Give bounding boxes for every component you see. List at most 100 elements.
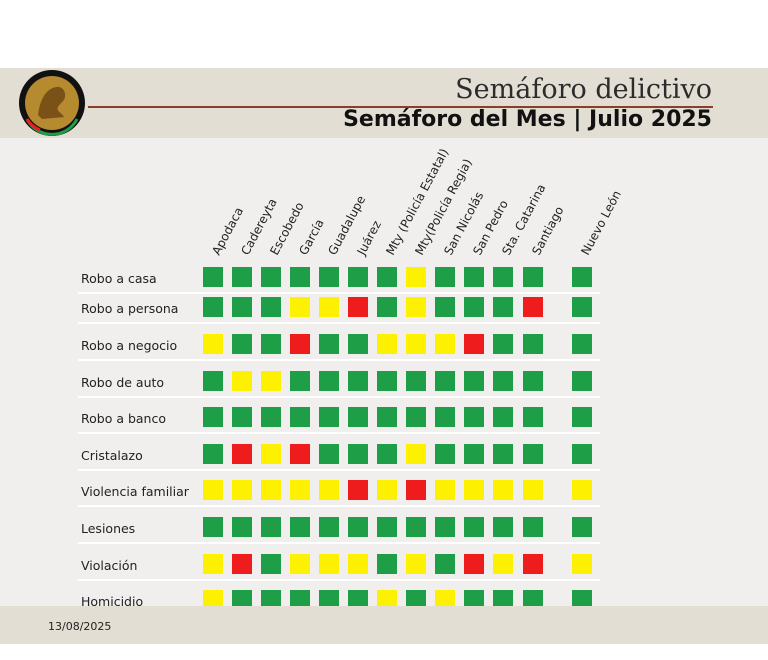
page-subtitle: Semáforo del Mes | Julio 2025 [343,107,712,132]
row-label-robo-a-banco: Robo a banco [81,411,166,426]
semaforo-cell [319,334,339,354]
semaforo-cell [493,590,513,606]
semaforo-cell [232,371,252,391]
semaforo-cell [290,371,310,391]
semaforo-cell [406,334,426,354]
semaforo-cell [261,480,281,500]
semaforo-cell [377,554,397,574]
semaforo-cell [319,297,339,317]
page-title: Semáforo delictivo [455,74,712,105]
semaforo-cell [348,444,368,464]
semaforo-cell [523,480,543,500]
semaforo-cell [348,297,368,317]
semaforo-cell [203,444,223,464]
row-label-robo-a-casa: Robo a casa [81,271,157,286]
semaforo-cell [232,334,252,354]
semaforo-cell [406,480,426,500]
semaforo-cell [261,297,281,317]
semaforo-cell [406,407,426,427]
semaforo-cell [493,334,513,354]
semaforo-cell [523,334,543,354]
semaforo-cell [290,554,310,574]
semaforo-cell [435,407,455,427]
column-label-juarez: Juárez [354,218,384,258]
semaforo-cell [572,267,592,287]
semaforo-cell [203,407,223,427]
semaforo-cell [435,267,455,287]
semaforo-cell [377,407,397,427]
row-label-violacion: Violación [81,558,137,573]
semaforo-cell [406,297,426,317]
semaforo-cell [464,267,484,287]
semaforo-cell [464,444,484,464]
semaforo-cell [406,444,426,464]
semaforo-cell [572,297,592,317]
semaforo-cell [523,371,543,391]
column-label-nuevo-leon: Nuevo León [578,188,624,257]
semaforo-cell [406,371,426,391]
lion-head-icon [38,86,66,119]
semaforo-cell [523,517,543,537]
semaforo-cell [464,407,484,427]
semaforo-cell [203,267,223,287]
semaforo-cell [290,267,310,287]
row-label-robo-a-persona: Robo a persona [81,301,178,316]
semaforo-cell [348,517,368,537]
semaforo-cell [464,334,484,354]
semaforo-cell [435,590,455,606]
semaforo-cell [435,297,455,317]
semaforo-cell [290,334,310,354]
semaforo-cell [435,517,455,537]
semaforo-cell [377,444,397,464]
column-label-garcia: García [296,217,326,258]
row-label-lesiones: Lesiones [81,521,135,536]
semaforo-cell [435,334,455,354]
semaforo-cell [261,371,281,391]
seal-logo [19,70,85,136]
semaforo-cell [493,371,513,391]
semaforo-grid: ApodacaCadereytaEscobedoGarcíaGuadalupeJ… [78,146,624,606]
semaforo-cell [464,297,484,317]
seal-red-arc [25,118,41,132]
semaforo-cell [290,444,310,464]
semaforo-cell [435,554,455,574]
semaforo-cell [203,480,223,500]
footer-bar: 13/08/2025 [0,606,768,644]
semaforo-cell [261,267,281,287]
semaforo-cell [493,444,513,464]
semaforo-cell [377,590,397,606]
semaforo-cell [406,590,426,606]
semaforo-cell [464,517,484,537]
semaforo-cell [435,480,455,500]
semaforo-cell [261,334,281,354]
semaforo-cell [348,371,368,391]
semaforo-cell [523,407,543,427]
semaforo-cell [348,590,368,606]
semaforo-cell [523,444,543,464]
semaforo-cell [493,267,513,287]
semaforo-cell [232,480,252,500]
semaforo-cell [348,334,368,354]
row-label-robo-de-auto: Robo de auto [81,375,164,390]
semaforo-cell [290,480,310,500]
semaforo-cell [493,517,513,537]
semaforo-cell [464,480,484,500]
semaforo-cell [572,554,592,574]
row-label-violencia-familiar: Violencia familiar [81,484,190,499]
semaforo-cell [406,554,426,574]
semaforo-cell [464,590,484,606]
semaforo-cell [319,371,339,391]
semaforo-cell [572,407,592,427]
semaforo-cell [493,407,513,427]
semaforo-cell [319,590,339,606]
semaforo-cell [319,444,339,464]
semaforo-cell [290,517,310,537]
semaforo-cell [572,590,592,606]
semaforo-cell [290,407,310,427]
semaforo-cell [572,334,592,354]
semaforo-cell [232,444,252,464]
semaforo-cell [406,517,426,537]
semaforo-cell [319,517,339,537]
semaforo-cell [348,480,368,500]
semaforo-cell [203,334,223,354]
